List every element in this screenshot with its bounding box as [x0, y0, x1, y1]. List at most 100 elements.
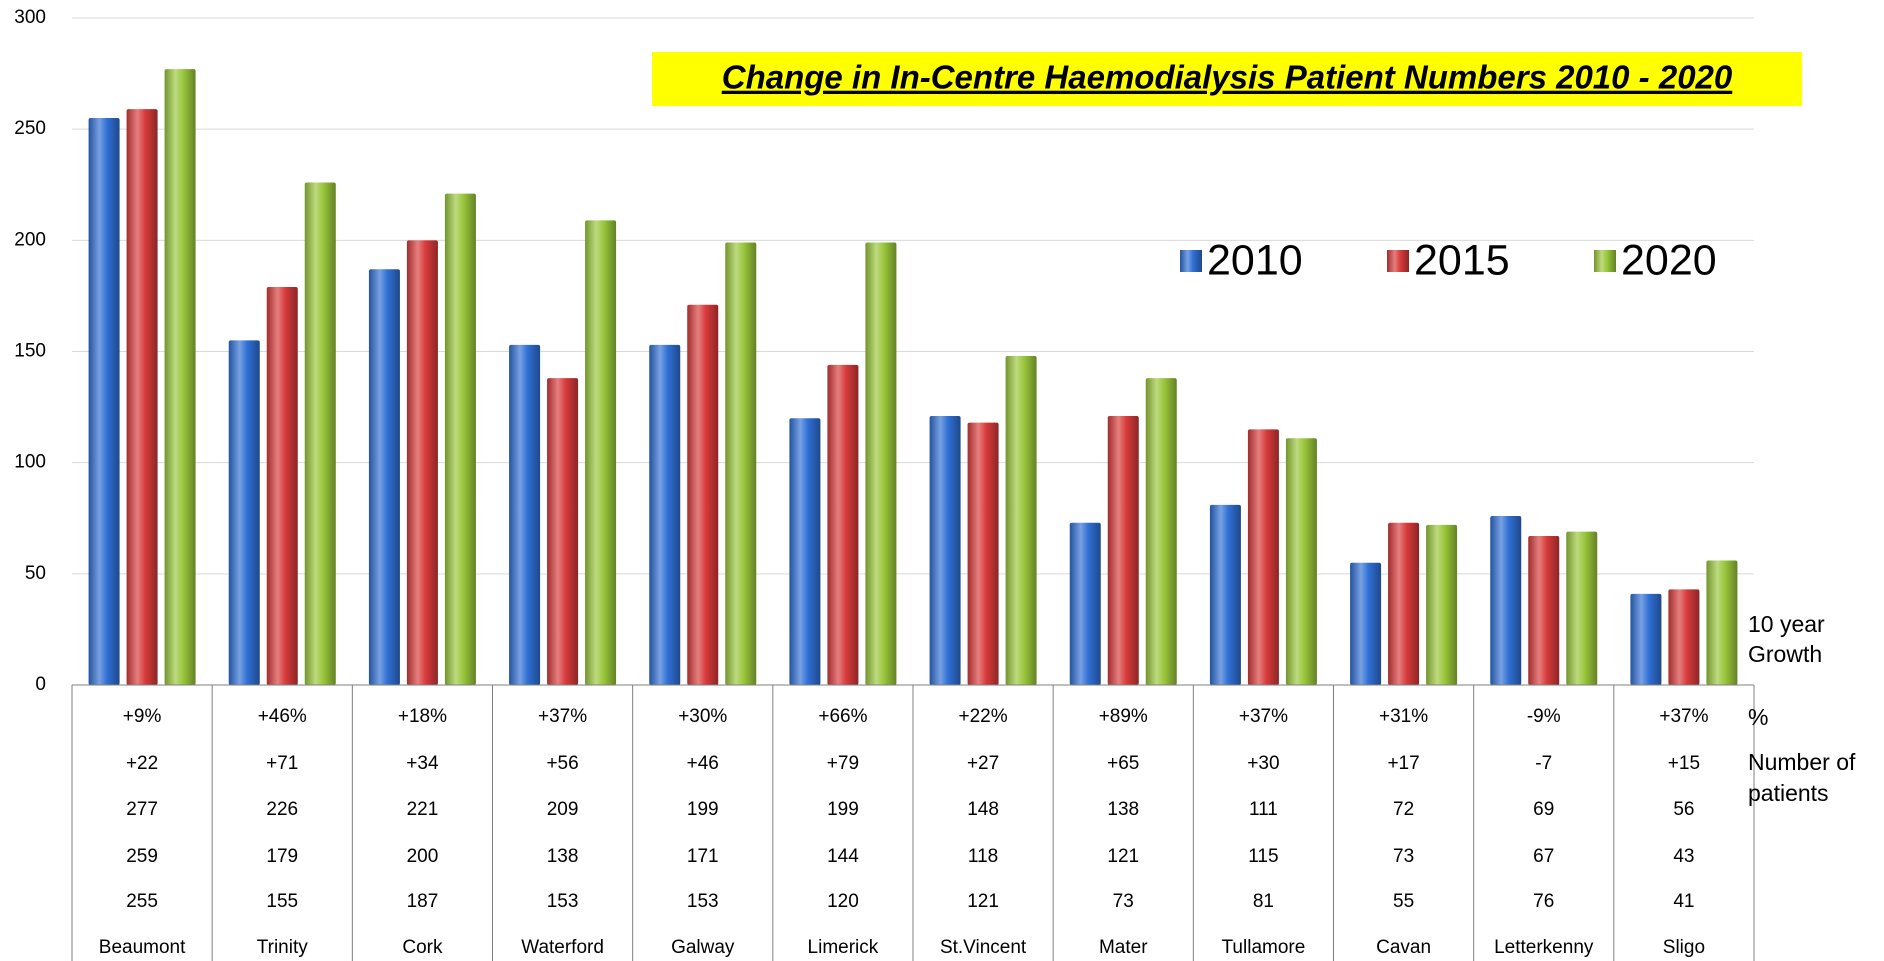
y-tick-label: 0	[35, 674, 46, 695]
value-2015: 121	[1107, 846, 1139, 867]
bar	[1005, 355, 1037, 685]
value-2010: 153	[687, 891, 719, 912]
bar	[509, 344, 541, 685]
x-tick-label: Tullamore	[1222, 937, 1306, 958]
x-tick-label: Letterkenny	[1494, 937, 1594, 958]
value-2010: 81	[1253, 891, 1274, 912]
bar	[1247, 429, 1279, 685]
value-2015: 144	[827, 846, 859, 867]
growth-percent: +89%	[1099, 706, 1148, 727]
growth-patients: +15	[1668, 753, 1700, 774]
growth-patients: +46	[687, 753, 719, 774]
growth-percent: +30%	[678, 706, 727, 727]
bar	[649, 344, 681, 685]
y-tick-label: 100	[14, 452, 46, 473]
value-2015: 73	[1393, 846, 1414, 867]
growth-percent: +9%	[123, 706, 162, 727]
value-2020: 148	[967, 799, 999, 820]
bar	[164, 69, 196, 686]
value-2020: 138	[1107, 799, 1139, 820]
legend-swatch	[1180, 250, 1202, 272]
bar	[1209, 504, 1241, 685]
bar	[88, 118, 120, 686]
bar	[1388, 522, 1420, 685]
x-tick-label: Waterford	[521, 937, 604, 958]
legend-label: 2010	[1207, 236, 1303, 284]
value-2020: 277	[126, 799, 158, 820]
x-tick-label: Sligo	[1663, 937, 1705, 958]
bar	[126, 109, 158, 685]
bar	[1107, 415, 1139, 685]
legend-label: 2020	[1621, 236, 1717, 284]
legend-label: 2015	[1414, 236, 1510, 284]
x-tick-label: Trinity	[257, 937, 309, 958]
x-tick-label: Limerick	[808, 937, 879, 958]
x-tick-label: Cork	[402, 937, 443, 958]
value-2010: 120	[827, 891, 859, 912]
title-background	[652, 52, 1802, 106]
growth-percent: -9%	[1527, 706, 1561, 727]
growth-patients: +30	[1247, 753, 1279, 774]
growth-patients: +34	[406, 753, 439, 774]
bar	[228, 340, 260, 685]
value-2015: 179	[266, 846, 298, 867]
value-2010: 255	[126, 891, 158, 912]
growth-patients: +22	[126, 753, 158, 774]
value-2020: 209	[547, 799, 579, 820]
growth-percent: +18%	[398, 706, 447, 727]
growth-patients: +79	[827, 753, 859, 774]
value-2015: 115	[1248, 846, 1278, 867]
y-tick-label: 300	[14, 7, 46, 28]
growth-patients: -7	[1535, 753, 1552, 774]
value-2020: 69	[1533, 799, 1554, 820]
growth-percent: +22%	[959, 706, 1008, 727]
growth-percent: +37%	[1239, 706, 1288, 727]
value-2010: 121	[967, 891, 999, 912]
bar	[406, 240, 438, 686]
value-2020: 199	[827, 799, 859, 820]
value-2020: 111	[1249, 799, 1278, 820]
growth-patients: +65	[1107, 753, 1139, 774]
bar	[789, 418, 821, 685]
bar	[1668, 589, 1700, 685]
percent-row-label: %	[1748, 704, 1768, 730]
value-2010: 55	[1393, 891, 1414, 912]
growth-percent: +37%	[1659, 706, 1708, 727]
x-tick-label: Cavan	[1376, 937, 1431, 958]
value-2020: 56	[1673, 799, 1694, 820]
bar	[1145, 378, 1177, 685]
bar	[967, 422, 999, 685]
bar	[1528, 536, 1560, 685]
value-2010: 187	[407, 891, 439, 912]
bar	[929, 415, 961, 685]
bar	[1426, 524, 1458, 685]
value-2015: 259	[126, 846, 158, 867]
value-2015: 200	[407, 846, 439, 867]
value-2015: 118	[968, 846, 998, 867]
value-2020: 72	[1393, 799, 1414, 820]
value-2010: 153	[547, 891, 579, 912]
bar	[304, 182, 336, 685]
y-tick-label: 150	[14, 341, 46, 362]
value-2010: 76	[1533, 891, 1554, 912]
x-tick-label: Galway	[671, 937, 735, 958]
x-tick-label: St.Vincent	[940, 937, 1027, 958]
bar	[368, 269, 400, 685]
bar	[1706, 560, 1738, 685]
growth-percent: +66%	[818, 706, 867, 727]
value-2010: 41	[1673, 891, 1694, 912]
x-tick-label: Beaumont	[99, 937, 186, 958]
y-tick-label: 250	[14, 118, 46, 139]
bar	[266, 287, 298, 685]
bar	[1630, 593, 1662, 685]
growth-patients: +27	[967, 753, 999, 774]
bar	[865, 242, 897, 685]
legend-swatch	[1594, 250, 1616, 272]
legend-swatch	[1387, 250, 1409, 272]
growth-percent: +31%	[1379, 706, 1428, 727]
bar	[1069, 522, 1101, 685]
x-tick-label: Mater	[1099, 937, 1148, 958]
bar	[1285, 438, 1317, 685]
y-tick-label: 200	[14, 229, 46, 250]
